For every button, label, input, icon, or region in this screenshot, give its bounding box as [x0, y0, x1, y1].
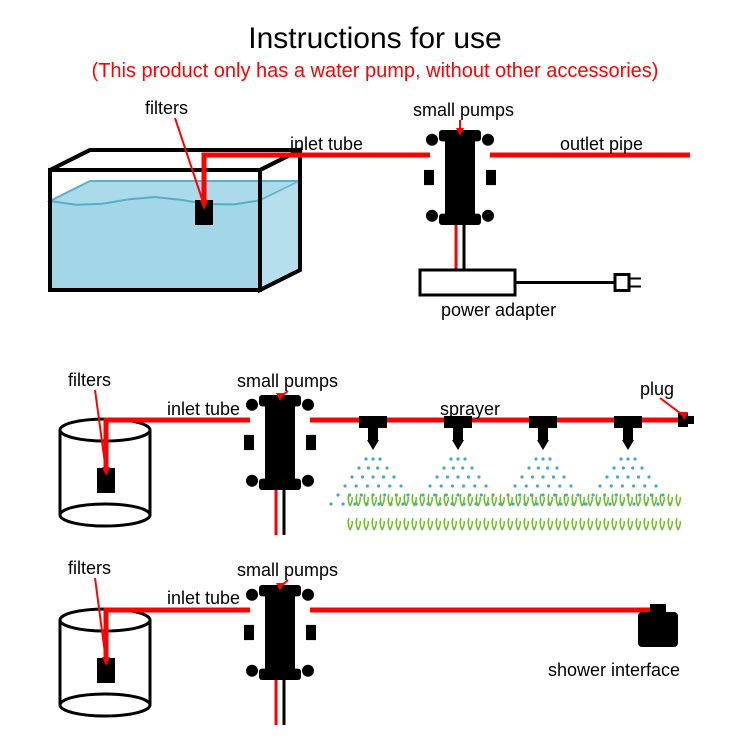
label-filters2: filters: [68, 370, 111, 391]
label-sprayer: sprayer: [440, 399, 500, 420]
label-power_adapter: power adapter: [441, 300, 556, 321]
label-inlet2: inlet tube: [167, 399, 240, 420]
label-filters3: filters: [68, 558, 111, 579]
label-inlet1: inlet tube: [290, 134, 363, 155]
label-small_pumps2: small pumps: [237, 371, 338, 392]
label-small_pumps1: small pumps: [413, 100, 514, 121]
label-plug: plug: [640, 379, 674, 400]
label-small_pumps3: small pumps: [237, 560, 338, 581]
label-shower: shower interface: [548, 660, 680, 681]
label-filters1: filters: [145, 98, 188, 119]
diagram-canvas: [0, 0, 750, 750]
label-outlet1: outlet pipe: [560, 134, 643, 155]
label-inlet3: inlet tube: [167, 588, 240, 609]
